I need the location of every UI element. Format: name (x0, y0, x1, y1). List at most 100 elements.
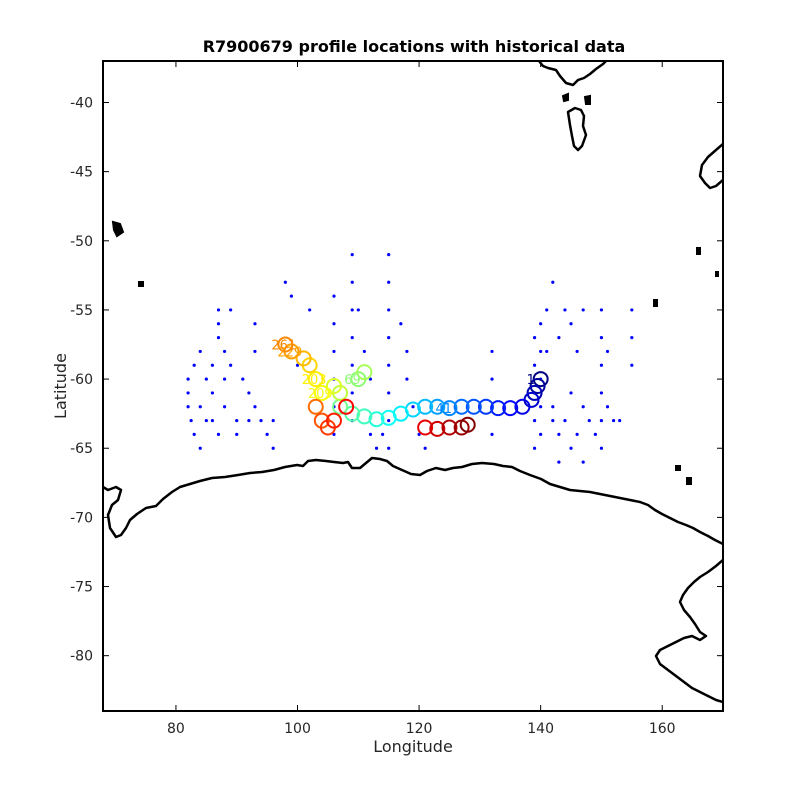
y-tick-label: -55 (70, 303, 93, 319)
y-tick-label: -45 (70, 165, 93, 181)
historical-point (350, 363, 354, 367)
coastlines (103, 61, 723, 704)
island-small-4 (653, 299, 658, 307)
historical-point (551, 418, 555, 423)
profile-point (313, 384, 330, 401)
historical-point (423, 446, 427, 450)
historical-point (362, 349, 366, 354)
historical-point (569, 391, 573, 395)
historical-point (247, 418, 251, 423)
profile-point (441, 400, 458, 417)
historical-point (630, 335, 634, 340)
y-tick-label: -50 (70, 234, 93, 250)
historical-point (569, 322, 573, 326)
historical-point (387, 335, 391, 340)
historical-point (198, 349, 202, 354)
historical-point (222, 405, 227, 409)
historical-point (575, 432, 579, 437)
y-tick-label: -75 (70, 580, 93, 596)
historical-point (356, 308, 360, 312)
historical-point (581, 308, 585, 312)
historical-point (332, 349, 336, 354)
profile-point (325, 378, 342, 394)
profile-number-label: 203 (302, 373, 327, 388)
x-tick-label: 120 (406, 721, 433, 737)
profile-point (429, 420, 446, 437)
new-zealand-coastline (698, 143, 723, 190)
historical-point (350, 308, 354, 312)
historical-point (387, 280, 391, 284)
profile-point (295, 350, 312, 367)
profile-point (356, 408, 373, 425)
profile-point (502, 400, 519, 417)
historical-point (186, 391, 190, 395)
historical-point (599, 391, 604, 395)
historical-point (605, 349, 610, 354)
profile-point (514, 398, 531, 415)
historical-point (229, 363, 233, 367)
historical-point (216, 335, 221, 340)
historical-point (532, 418, 537, 423)
historical-point (381, 432, 385, 437)
historical-point (539, 349, 543, 354)
historical-point (192, 432, 196, 437)
historical-point (241, 377, 245, 381)
historical-point (216, 322, 221, 326)
historical-point (599, 418, 604, 423)
historical-point (210, 418, 215, 423)
historical-point (581, 405, 585, 409)
island-small-5 (715, 271, 719, 277)
historical-point (563, 418, 567, 423)
historical-point (204, 418, 208, 423)
historical-point (332, 432, 336, 437)
historical-point (490, 377, 494, 381)
historical-point (222, 377, 227, 381)
historical-point (599, 335, 604, 340)
historical-point (532, 335, 537, 340)
historical-data-points (186, 253, 634, 464)
historical-point (374, 446, 379, 450)
historical-point (222, 349, 227, 354)
y-axis-label: Latitude (51, 353, 70, 419)
y-tick-label: -80 (70, 649, 93, 665)
profile-number-label: 261 (271, 339, 296, 354)
profile-point (477, 398, 494, 415)
x-tick-label: 160 (649, 721, 676, 737)
profile-point (338, 398, 355, 415)
profile-point (307, 371, 324, 388)
profile-point (380, 409, 397, 426)
historical-point (189, 418, 193, 423)
profile-number-label: 41 (435, 402, 452, 417)
ross-sea-coastline (654, 559, 723, 704)
historical-point (611, 418, 616, 423)
historical-point (295, 363, 300, 367)
historical-point (210, 363, 215, 367)
historical-point (253, 349, 257, 354)
profile-track-points (277, 336, 549, 437)
profile-point (417, 419, 434, 436)
historical-point (539, 432, 543, 437)
historical-point (593, 432, 597, 437)
x-tick-label: 80 (167, 721, 185, 737)
profile-point (453, 398, 470, 415)
island-small-2 (583, 94, 591, 105)
historical-point (618, 418, 622, 423)
historical-point (557, 335, 561, 340)
historical-point (350, 253, 354, 257)
historical-point (399, 322, 403, 326)
historical-point (259, 418, 263, 423)
plot-frame (102, 60, 724, 712)
profile-number-label: 229 (277, 345, 302, 360)
heard-island (138, 281, 144, 287)
historical-point (265, 432, 269, 437)
axis-ticks: 80 100 120 140 160 -40 -45 -50 -55 -60 -65 -70 -75 -8… (70, 61, 723, 737)
historical-point (599, 363, 604, 367)
historical-point (532, 446, 537, 450)
historical-point (405, 377, 409, 381)
island-small-3 (696, 247, 701, 255)
historical-point (630, 363, 634, 367)
historical-point (387, 418, 391, 423)
